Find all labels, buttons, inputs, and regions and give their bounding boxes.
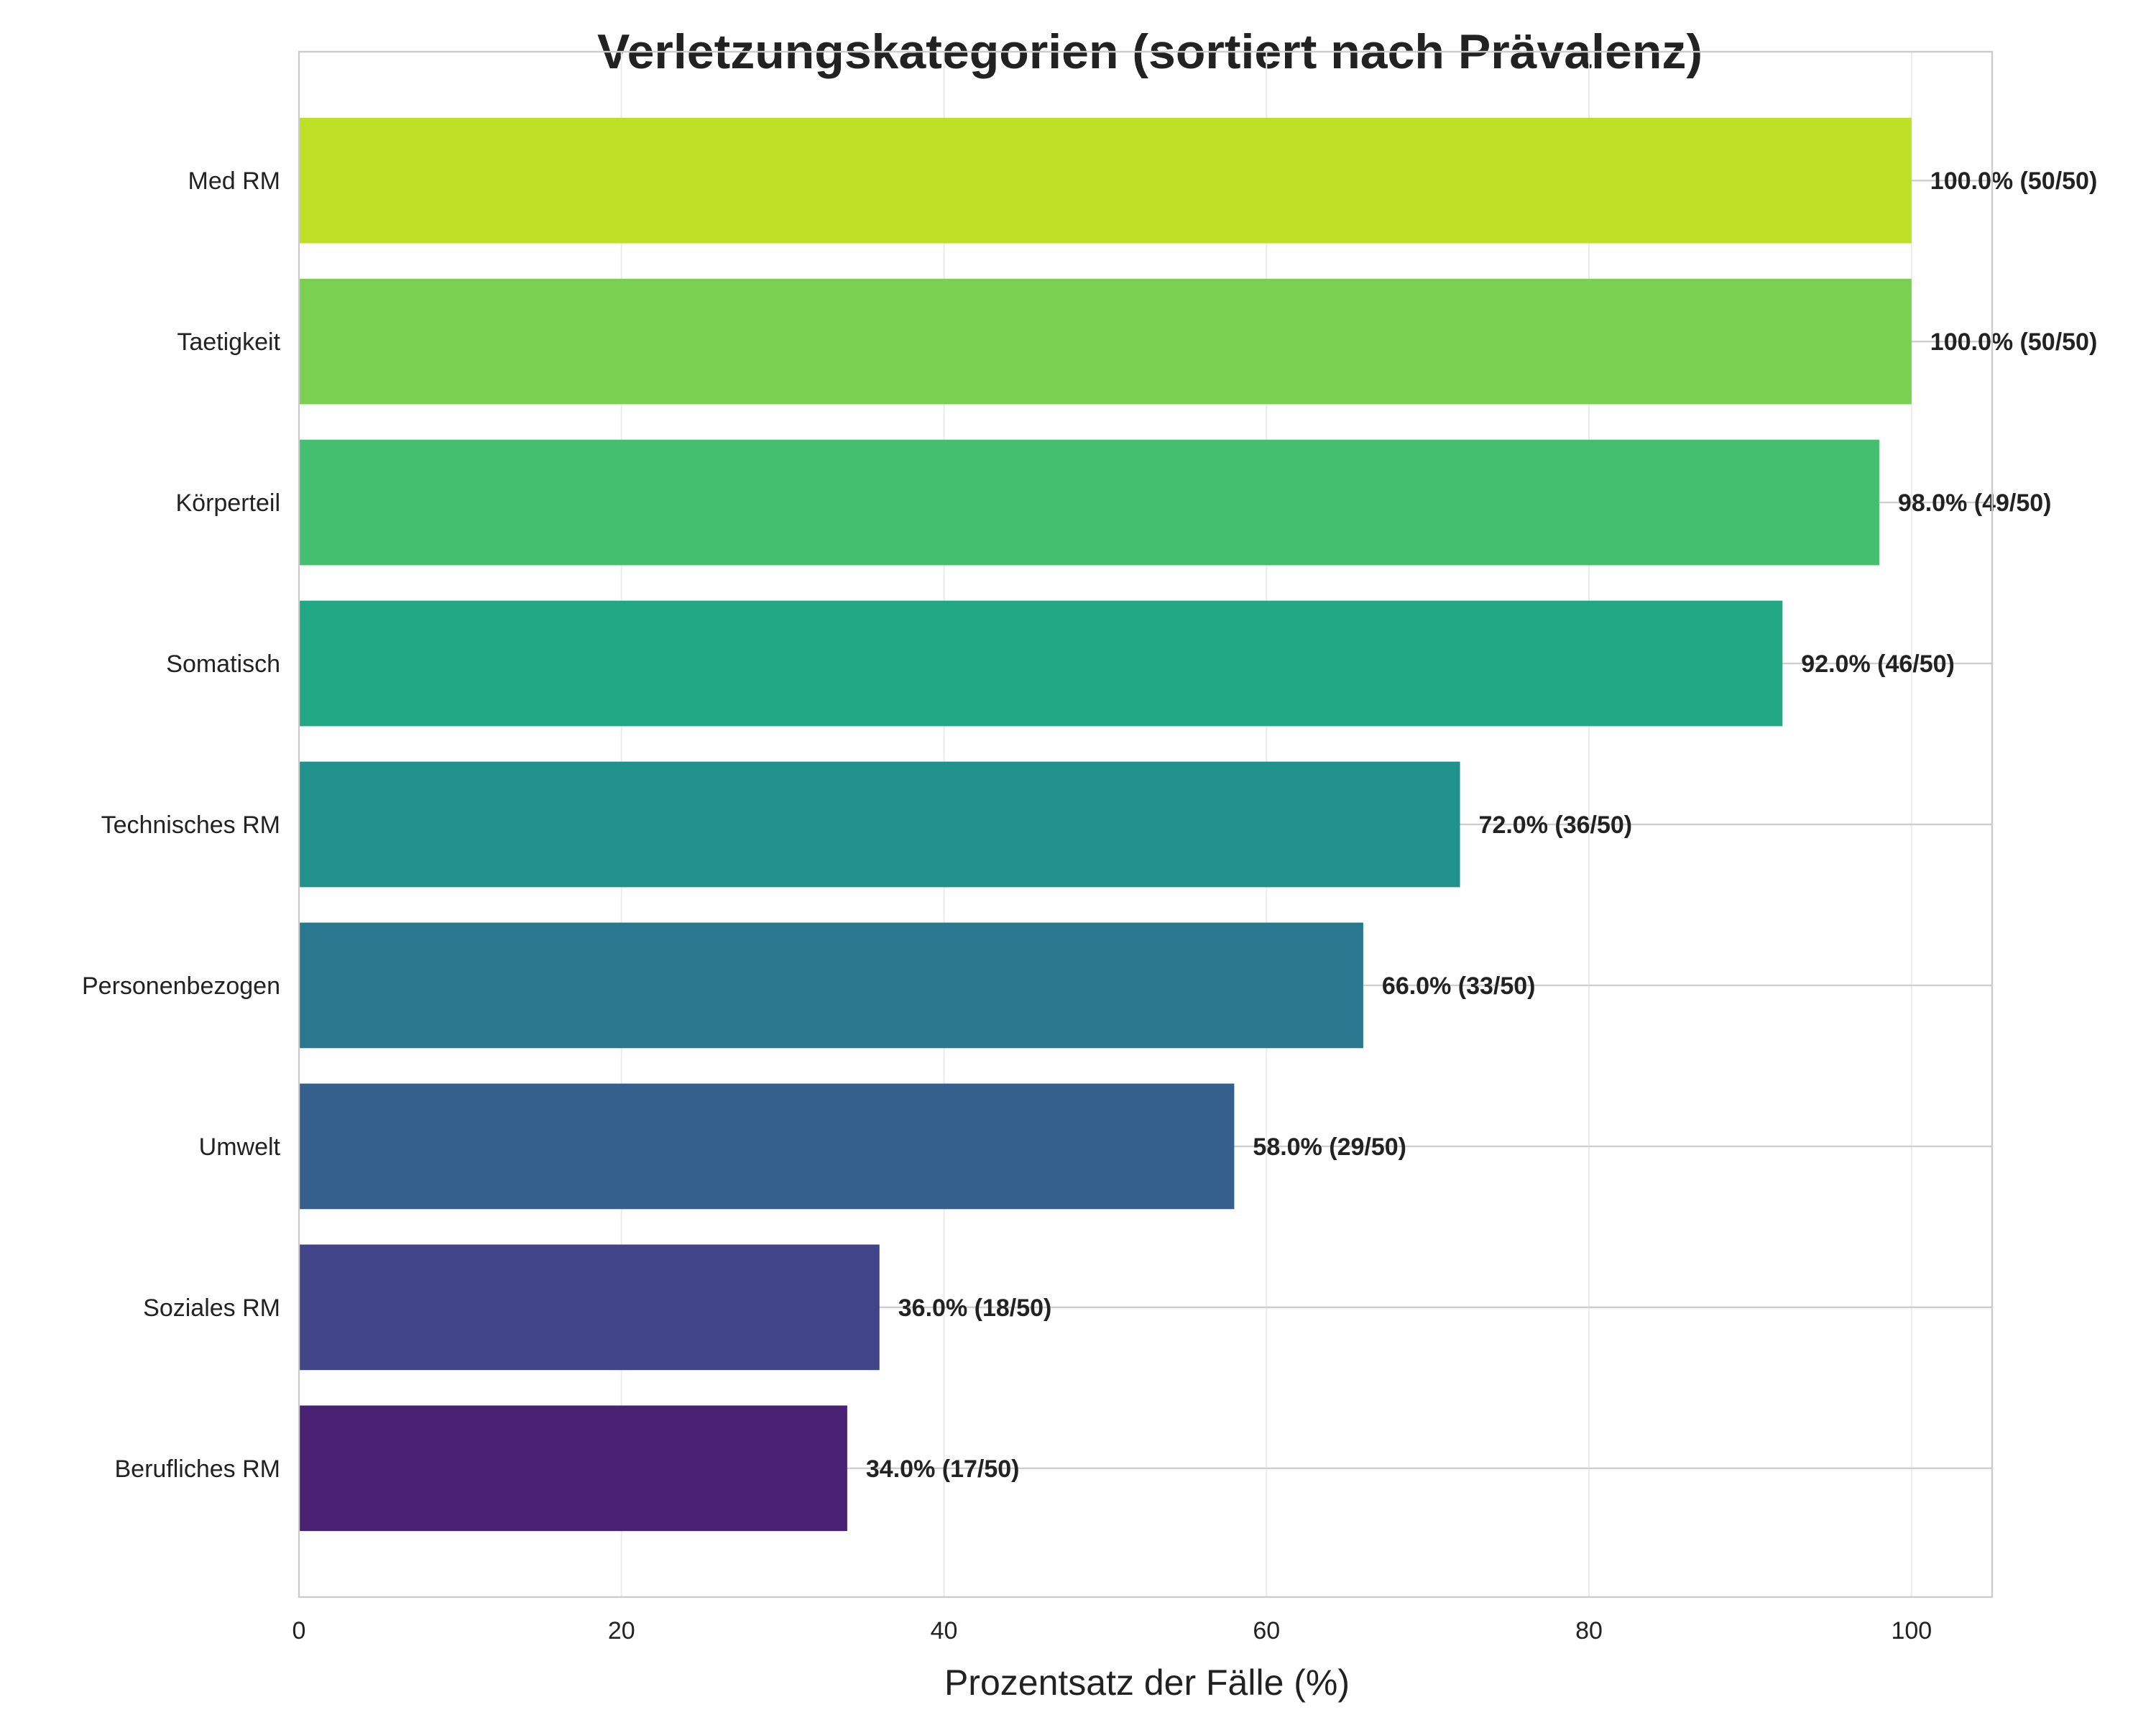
data-label-4: 72.0% (36/50) — [1479, 811, 1633, 839]
bar-1 — [299, 278, 1912, 405]
y-tick-label-3: Somatisch — [166, 650, 280, 678]
x-tick-label-4: 80 — [1575, 1617, 1603, 1644]
y-tick-label-2: Körperteil — [175, 489, 280, 517]
bar-6 — [299, 1083, 1235, 1210]
data-label-2: 98.0% (49/50) — [1898, 489, 2052, 517]
plot-frame — [298, 50, 1994, 1598]
y-tick-label-4: Technisches RM — [101, 811, 280, 839]
y-tick-label-6: Umwelt — [199, 1133, 281, 1161]
bar-7 — [299, 1244, 880, 1371]
x-tick-label-2: 40 — [931, 1617, 958, 1644]
data-label-5: 66.0% (33/50) — [1382, 972, 1536, 1000]
bar-8 — [299, 1405, 847, 1532]
y-tick-label-8: Berufliches RM — [114, 1455, 280, 1483]
plot-area: 100.0% (50/50) 100.0% (50/50) 98.0% (49/50… — [82, 50, 2098, 1644]
data-label-7: 36.0% (18/50) — [898, 1294, 1052, 1322]
x-tick-label-3: 60 — [1253, 1617, 1280, 1644]
bar-4 — [299, 761, 1460, 888]
x-tick-label-1: 20 — [608, 1617, 635, 1644]
data-label-1: 100.0% (50/50) — [1930, 328, 2098, 356]
bar-3 — [299, 600, 1783, 727]
y-tick-label-7: Soziales RM — [143, 1294, 280, 1322]
x-tick-label-0: 0 — [292, 1617, 306, 1644]
y-tick-label-5: Personenbezogen — [82, 972, 280, 1000]
data-label-8: 34.0% (17/50) — [866, 1455, 1020, 1483]
y-tick-label-1: Taetigkeit — [177, 328, 280, 356]
x-axis-label: Prozentsatz der Fälle (%) — [944, 1662, 1350, 1703]
bar-5 — [299, 922, 1363, 1049]
y-tick-label-0: Med RM — [188, 167, 280, 195]
data-label-6: 58.0% (29/50) — [1253, 1133, 1406, 1161]
bar-2 — [299, 439, 1879, 566]
data-label-0: 100.0% (50/50) — [1930, 167, 2098, 195]
x-tick-label-5: 100 — [1891, 1617, 1932, 1644]
data-label-3: 92.0% (46/50) — [1801, 650, 1955, 678]
bar-0 — [299, 117, 1912, 244]
